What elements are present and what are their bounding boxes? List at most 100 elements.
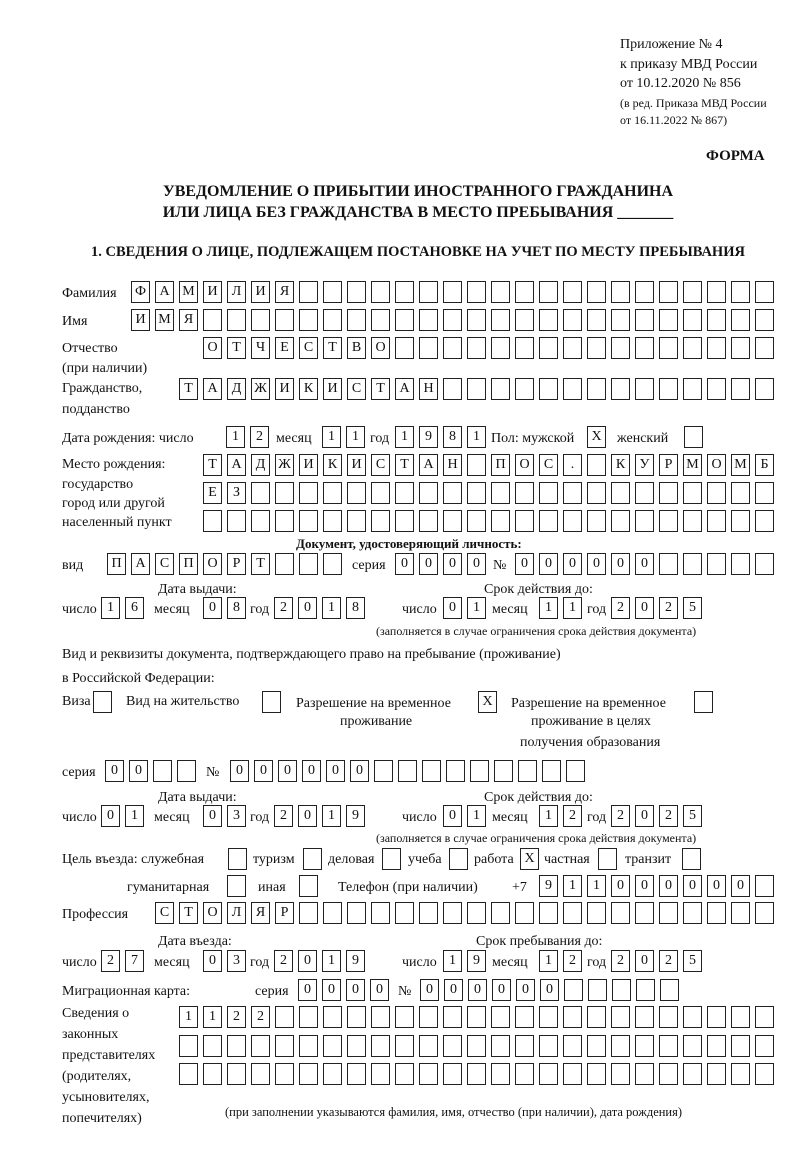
char-box[interactable]: 1: [322, 805, 341, 827]
char-box[interactable]: 6: [125, 597, 144, 619]
char-box[interactable]: [299, 1063, 318, 1085]
char-box[interactable]: 0: [203, 805, 222, 827]
char-box[interactable]: [419, 482, 438, 504]
char-box[interactable]: [635, 1035, 654, 1057]
char-box[interactable]: [611, 309, 630, 331]
char-box[interactable]: 0: [346, 979, 365, 1001]
char-box[interactable]: 0: [395, 553, 414, 575]
char-box[interactable]: [419, 1006, 438, 1028]
char-box[interactable]: [467, 510, 486, 532]
char-box[interactable]: [371, 1035, 390, 1057]
char-box[interactable]: .: [563, 454, 582, 476]
char-box[interactable]: [707, 902, 726, 924]
char-box[interactable]: [467, 309, 486, 331]
char-box[interactable]: [179, 1035, 198, 1057]
char-box[interactable]: [443, 902, 462, 924]
char-box[interactable]: [395, 1035, 414, 1057]
char-box[interactable]: 1: [443, 950, 462, 972]
char-box[interactable]: 1: [346, 426, 365, 448]
char-box[interactable]: 0: [298, 950, 317, 972]
char-box[interactable]: [203, 309, 222, 331]
char-box[interactable]: [177, 760, 196, 782]
char-box[interactable]: [491, 281, 510, 303]
char-box[interactable]: [755, 281, 774, 303]
char-box[interactable]: [587, 281, 606, 303]
char-box[interactable]: 1: [322, 950, 341, 972]
char-box[interactable]: О: [203, 902, 222, 924]
char-box[interactable]: [587, 1063, 606, 1085]
char-box[interactable]: [636, 979, 655, 1001]
char-box[interactable]: [587, 454, 606, 476]
char-box[interactable]: [563, 510, 582, 532]
char-box[interactable]: 0: [370, 979, 389, 1001]
char-box[interactable]: [299, 510, 318, 532]
char-box[interactable]: [443, 482, 462, 504]
char-box[interactable]: [563, 378, 582, 400]
char-box[interactable]: [587, 1035, 606, 1057]
representatives-row3-boxes[interactable]: [179, 1063, 774, 1085]
birthplace-row3-boxes[interactable]: [203, 510, 774, 532]
char-box[interactable]: [755, 1035, 774, 1057]
char-box[interactable]: [707, 1035, 726, 1057]
char-box[interactable]: [659, 510, 678, 532]
char-box[interactable]: [684, 426, 703, 448]
char-box[interactable]: 2: [101, 950, 120, 972]
char-box[interactable]: [611, 1063, 630, 1085]
char-box[interactable]: [755, 1006, 774, 1028]
char-box[interactable]: [323, 309, 342, 331]
char-box[interactable]: 0: [587, 553, 606, 575]
char-box[interactable]: [491, 1035, 510, 1057]
char-box[interactable]: С: [371, 454, 390, 476]
residence-checkbox[interactable]: [262, 691, 281, 713]
char-box[interactable]: [227, 875, 246, 897]
char-box[interactable]: 1: [226, 426, 245, 448]
char-box[interactable]: С: [299, 337, 318, 359]
char-box[interactable]: Е: [203, 482, 222, 504]
char-box[interactable]: 0: [322, 979, 341, 1001]
char-box[interactable]: [588, 979, 607, 1001]
char-box[interactable]: [659, 1035, 678, 1057]
char-box[interactable]: [659, 378, 678, 400]
char-box[interactable]: [611, 1006, 630, 1028]
char-box[interactable]: 0: [350, 760, 369, 782]
char-box[interactable]: 0: [492, 979, 511, 1001]
char-box[interactable]: [755, 553, 774, 575]
char-box[interactable]: [731, 1006, 750, 1028]
char-box[interactable]: О: [203, 553, 222, 575]
char-box[interactable]: [275, 1063, 294, 1085]
char-box[interactable]: Л: [227, 281, 246, 303]
char-box[interactable]: [755, 378, 774, 400]
char-box[interactable]: 0: [298, 805, 317, 827]
char-box[interactable]: [539, 902, 558, 924]
char-box[interactable]: [299, 1035, 318, 1057]
char-box[interactable]: [515, 482, 534, 504]
char-box[interactable]: [491, 1006, 510, 1028]
char-box[interactable]: [755, 510, 774, 532]
char-box[interactable]: [755, 482, 774, 504]
char-box[interactable]: 0: [443, 805, 462, 827]
char-box[interactable]: [275, 482, 294, 504]
char-box[interactable]: И: [251, 281, 270, 303]
char-box[interactable]: [755, 337, 774, 359]
char-box[interactable]: [731, 510, 750, 532]
char-box[interactable]: [446, 760, 465, 782]
sex-female-checkbox[interactable]: [684, 426, 703, 448]
char-box[interactable]: 2: [611, 950, 630, 972]
char-box[interactable]: [682, 848, 701, 870]
char-box[interactable]: [443, 309, 462, 331]
char-box[interactable]: [515, 1035, 534, 1057]
char-box[interactable]: [323, 510, 342, 532]
